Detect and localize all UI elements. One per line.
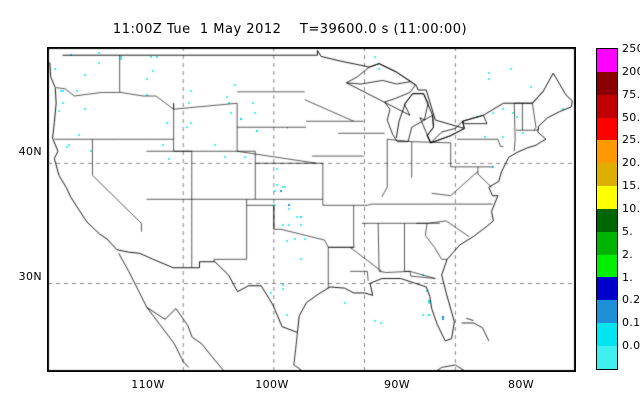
colorbar-swatch: [597, 345, 617, 369]
x-axis-tick-110w: 110W: [131, 378, 165, 391]
colorbar-tick-label: 20.: [622, 156, 640, 170]
figure-title: 11:00Z Tue 1 May 2012 T=39600.0 s (11:00…: [112, 22, 468, 37]
colorbar-swatch: [597, 323, 617, 346]
y-axis-tick-30n: 30N: [18, 270, 42, 283]
x-axis-tick-100w: 100W: [255, 378, 289, 391]
colorbar-tick-label: 0.10: [622, 316, 640, 330]
colorbar-tick-label: 2.: [622, 247, 634, 261]
colorbar-tick-label: 0.01: [622, 339, 640, 353]
colorbar-swatch: [597, 300, 617, 324]
colorbar-tick-label: 250.: [622, 42, 640, 55]
x-axis-tick-90w: 90W: [383, 378, 411, 391]
colorbar-tick-label: 15.: [622, 179, 640, 193]
colorbar-swatch: [597, 277, 617, 301]
colorbar-swatch: [597, 254, 617, 278]
colorbar-swatch: [597, 208, 617, 232]
colorbar[interactable]: [596, 48, 618, 370]
colorbar-swatch: [597, 49, 617, 72]
colorbar-swatch: [597, 163, 617, 187]
colorbar-tick-label: 200.: [622, 64, 640, 78]
colorbar-tick-label: 5.: [622, 224, 634, 238]
colorbar-tick-label: 10.: [622, 202, 640, 215]
colorbar-tick-label: 25.: [622, 133, 640, 147]
x-axis-tick-80w: 80W: [507, 378, 535, 391]
colorbar-tick-label: 0.25: [622, 293, 640, 307]
precipitation-field-canvas: [48, 48, 575, 371]
colorbar-swatch: [597, 186, 617, 209]
colorbar-swatch: [597, 117, 617, 141]
colorbar-tick-label: 75.: [622, 87, 640, 101]
colorbar-swatch: [597, 140, 617, 164]
colorbar-tick-label: 50.: [622, 110, 640, 124]
colorbar-swatch: [597, 71, 617, 95]
y-axis-tick-40n: 40N: [18, 145, 42, 158]
colorbar-tick-label: 1.: [622, 270, 634, 284]
colorbar-swatch: [597, 94, 617, 118]
colorbar-swatch: [597, 231, 617, 255]
map-plot-area[interactable]: [47, 47, 576, 372]
